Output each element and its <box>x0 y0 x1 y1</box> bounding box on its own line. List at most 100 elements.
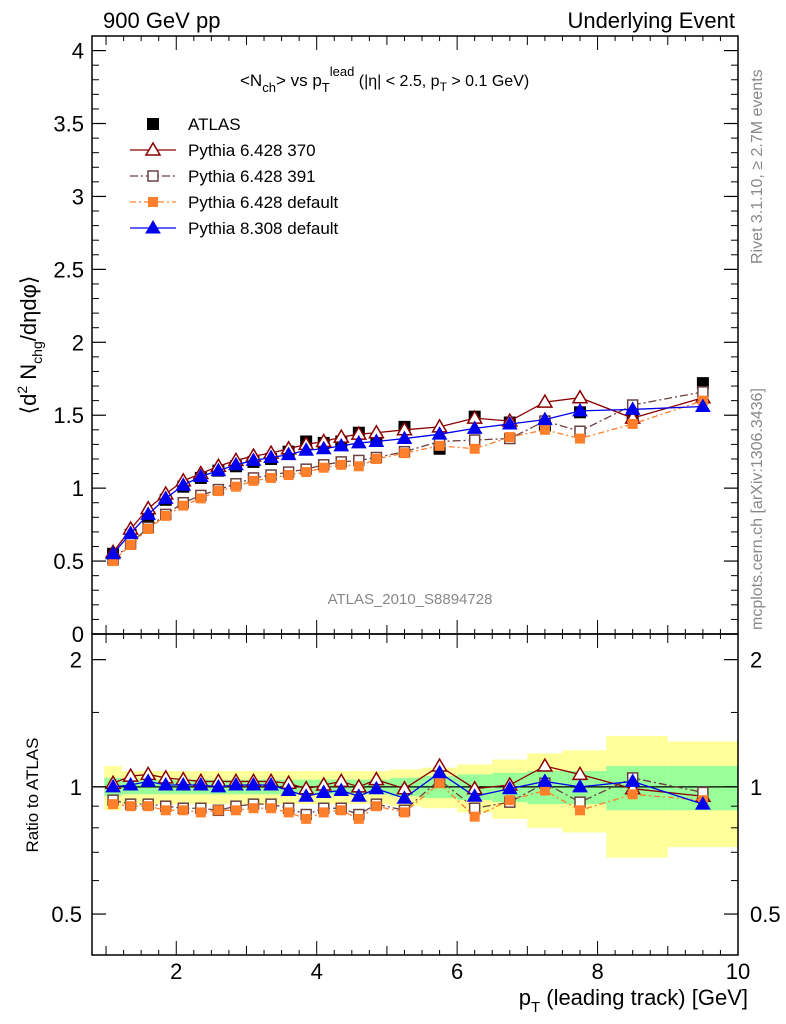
mcplots-label: mcplots.cern.ch [arXiv:1306.3436] <box>749 388 766 630</box>
ratio-point <box>160 805 171 816</box>
ratio-point <box>230 805 241 816</box>
series-point <box>195 493 206 504</box>
series-point <box>571 389 589 404</box>
ratio-point <box>504 795 515 806</box>
ratio-point <box>157 777 174 791</box>
series-point <box>160 510 171 521</box>
y-axis-title-lower: Ratio to ATLAS <box>23 738 42 853</box>
series-point <box>210 462 227 477</box>
right-title: Underlying Event <box>567 8 735 33</box>
x-axis-title: pT (leading track) [GeV] <box>519 985 748 1016</box>
series-atlas <box>107 377 709 560</box>
series-point <box>336 459 347 470</box>
series-point <box>140 506 157 520</box>
ratio-point <box>399 807 410 818</box>
series-point <box>333 437 350 452</box>
ratio-point <box>539 785 550 796</box>
series-point <box>697 386 709 398</box>
x-tick-label: 6 <box>451 959 463 984</box>
series-point <box>431 426 448 440</box>
series-pythia-6-428-370 <box>104 389 712 559</box>
series-point <box>504 432 515 443</box>
lower-frame <box>91 633 739 956</box>
ratio-y-tick-label-right: 2 <box>750 648 762 673</box>
left-title: 900 GeV pp <box>103 8 220 33</box>
ratio-point <box>195 807 206 818</box>
series-point <box>122 525 139 539</box>
legend-entry: Pythia 6.428 391 <box>130 167 316 186</box>
series-point <box>537 411 553 426</box>
series-point <box>350 434 367 449</box>
ratio-point <box>283 807 294 818</box>
series-point <box>501 415 518 430</box>
series-point <box>125 540 136 551</box>
ratio-point <box>396 790 413 804</box>
series-point <box>572 402 588 417</box>
ratio-y-tick-label: 1 <box>70 775 82 800</box>
ratio-point <box>266 803 277 814</box>
series-point <box>301 467 312 478</box>
y-axis-title-upper: ⟨d2 Nchg/dηdφ⟩ <box>14 276 45 415</box>
ratio-point <box>263 777 279 791</box>
series-pythia-8-308-default <box>105 398 711 560</box>
ratio-point <box>301 813 312 824</box>
y-tick-label: 4 <box>72 39 84 64</box>
ratio-point <box>248 803 259 814</box>
ratio-point <box>466 788 483 802</box>
ratio-point <box>333 782 350 797</box>
ratio-point <box>434 778 445 789</box>
ratio-point <box>627 789 638 800</box>
legend-entry: Pythia 8.308 default <box>130 219 339 238</box>
series-point <box>466 420 483 434</box>
ratio-y-tick-label-right: 0.5 <box>750 902 781 927</box>
ratio-point <box>318 807 329 818</box>
ratio-point <box>469 811 480 822</box>
series-point <box>213 486 224 497</box>
ratio-point <box>105 778 121 793</box>
ratio-y-tick-label: 0.5 <box>51 902 82 927</box>
legend-marker <box>144 141 162 156</box>
y-tick-label: 3.5 <box>53 112 84 137</box>
series-point <box>627 418 638 429</box>
ratio-y-tick-label: 2 <box>70 648 82 673</box>
ratio-point <box>143 801 154 812</box>
ratio-point <box>575 805 586 816</box>
legend-entry: Pythia 6.428 default <box>130 193 339 212</box>
y-tick-label: 1.5 <box>53 403 84 428</box>
plot-title: <Nch> vs pTlead (|η| < 2.5, pT > 0.1 GeV… <box>240 64 529 95</box>
series-point <box>105 545 121 560</box>
ratio-point <box>350 788 367 802</box>
x-tick-label: 2 <box>170 959 182 984</box>
ratio-point <box>315 784 332 798</box>
legend-marker <box>145 220 161 234</box>
series-point <box>536 393 554 408</box>
series-point <box>318 462 329 473</box>
legend-entry: ATLAS <box>147 115 241 134</box>
series-point <box>108 556 119 567</box>
ratio-point <box>572 778 588 793</box>
ratio-point <box>125 801 136 812</box>
legend-marker <box>147 170 159 182</box>
ratio-point <box>192 777 209 791</box>
ratio-series-pythia-8-308-default <box>105 764 711 810</box>
legend-entry: Pythia 6.428 370 <box>130 141 316 160</box>
ratio-point <box>501 780 518 795</box>
ratio-point <box>353 813 364 824</box>
series-pythia-6-428-default <box>108 395 708 567</box>
ratio-point <box>336 805 347 816</box>
ratio-point <box>175 777 192 791</box>
y-tick-label: 3 <box>72 184 84 209</box>
ratio-point <box>371 801 382 812</box>
ratio-point <box>368 780 385 795</box>
legend-label: Pythia 6.428 391 <box>188 167 316 186</box>
ratio-line <box>112 782 703 820</box>
series-point <box>575 433 586 444</box>
series-point <box>434 440 445 451</box>
series-point <box>266 472 277 483</box>
legend-label: Pythia 6.428 default <box>188 193 339 212</box>
series-point <box>624 401 641 415</box>
ratio-point <box>431 764 448 779</box>
ratio-point <box>213 805 224 816</box>
y-tick-label: 2 <box>72 330 84 355</box>
series-point <box>353 461 364 472</box>
